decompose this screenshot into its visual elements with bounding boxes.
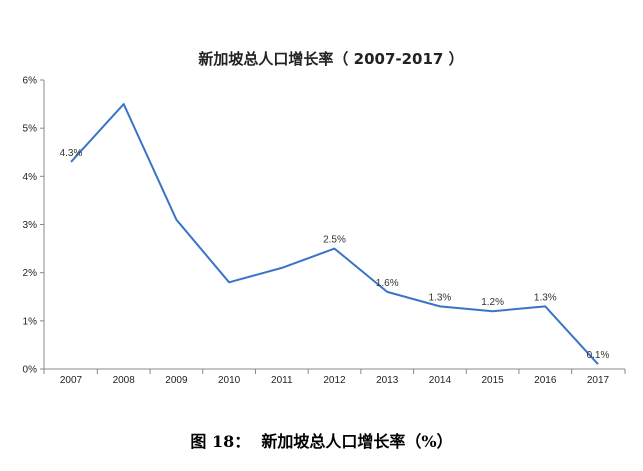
y-tick-label: 2% bbox=[23, 268, 38, 279]
x-tick-label: 2008 bbox=[113, 375, 136, 386]
y-tick-label: 0% bbox=[23, 365, 38, 376]
data-labels: 4.3% 2.5% 1.6% 1.3% 1.2% 1.3% 0.1% bbox=[60, 148, 610, 361]
x-tick-label: 2010 bbox=[218, 375, 241, 386]
chart-title: 新加坡总人口增长率（ 2007-2017 ） bbox=[198, 50, 463, 68]
x-axis-ticks: 2007 2008 2009 2010 2011 2012 2013 2014 2015 2016… bbox=[43, 369, 626, 386]
x-tick-label: 2014 bbox=[429, 375, 452, 386]
x-tick-label: 2009 bbox=[165, 375, 188, 386]
y-tick-label: 3% bbox=[23, 220, 38, 231]
x-tick-label: 2016 bbox=[534, 375, 557, 386]
data-label: 1.6% bbox=[376, 278, 399, 289]
y-axis-ticks: 0% 1% 2% 3% 4% 5% 6% bbox=[23, 76, 44, 376]
y-tick-label: 6% bbox=[23, 76, 38, 87]
x-tick-label: 2011 bbox=[271, 375, 293, 386]
x-tick-label: 2012 bbox=[323, 375, 346, 386]
y-tick-label: 1% bbox=[23, 316, 38, 327]
series-line bbox=[70, 103, 599, 365]
data-label: 1.3% bbox=[534, 292, 557, 303]
data-label: 1.3% bbox=[429, 292, 452, 303]
series-group bbox=[70, 103, 599, 365]
x-tick-label: 2007 bbox=[60, 375, 83, 386]
y-tick-label: 5% bbox=[23, 124, 38, 135]
x-tick-label: 2013 bbox=[376, 375, 399, 386]
x-tick-label: 2015 bbox=[481, 375, 504, 386]
data-label: 2.5% bbox=[323, 235, 346, 246]
x-tick-label: 2017 bbox=[587, 375, 610, 386]
data-label: 0.1% bbox=[587, 350, 610, 361]
y-tick-label: 4% bbox=[23, 172, 38, 183]
data-label: 4.3% bbox=[60, 148, 83, 159]
data-label: 1.2% bbox=[481, 297, 504, 308]
figure-caption: 图 18： 新加坡总人口增长率（%） bbox=[190, 432, 453, 451]
